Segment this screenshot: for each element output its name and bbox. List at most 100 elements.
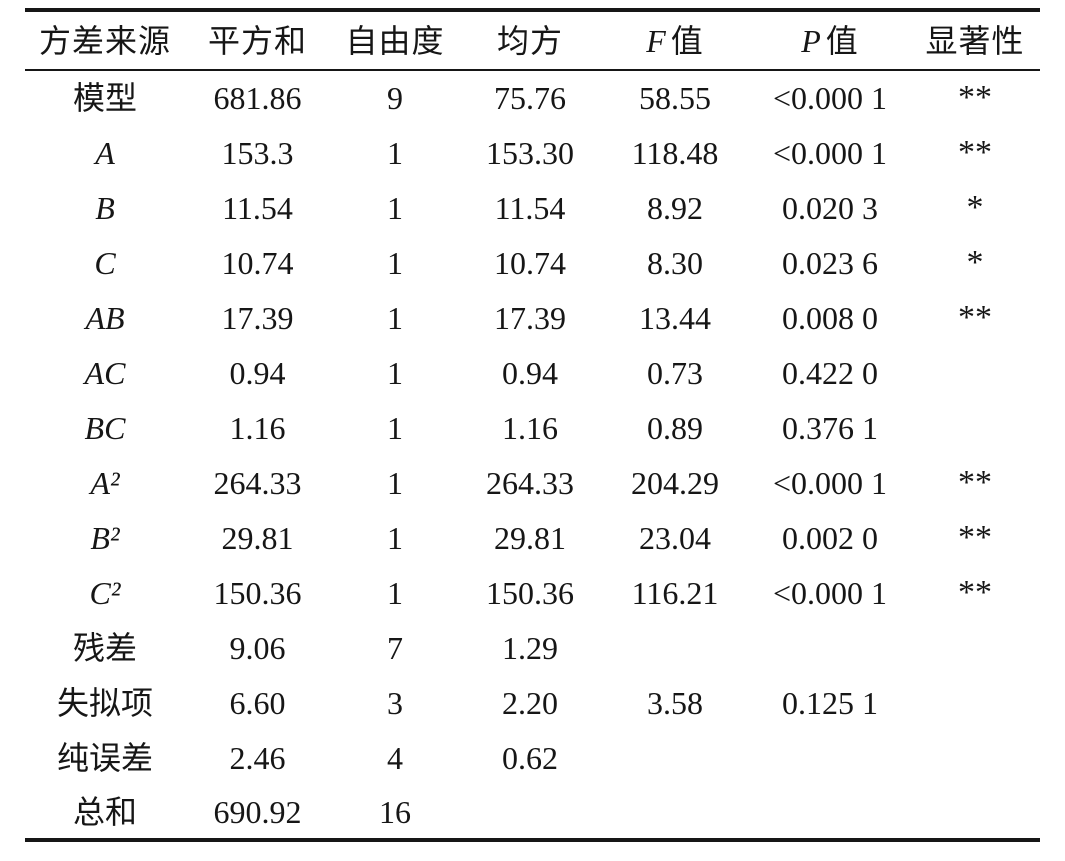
row-source-label: A: [95, 134, 115, 171]
mean-square-cell: 10.74: [494, 244, 566, 281]
row-source-label: B²: [90, 519, 120, 556]
f-value-cell: [600, 785, 750, 840]
row-source-label: 模型: [72, 80, 137, 116]
sum-of-squares-cell: 6.60: [229, 684, 286, 721]
df-cell: 7: [387, 629, 403, 666]
table-body: 模型 681.86 9 75.76 58.55 <0.000 1 ** A 15…: [25, 70, 1040, 840]
sum-of-squares-cell: 690.92: [213, 793, 302, 830]
df-cell: 1: [387, 574, 403, 611]
p-value-cell: <0.000 1: [772, 80, 888, 116]
mean-square-cell: 29.81: [494, 519, 566, 556]
df-cell: 9: [387, 80, 403, 116]
table-row-total: 总和 690.92 16: [25, 785, 1040, 840]
p-value-cell: [750, 785, 910, 840]
significance-cell: **: [958, 298, 992, 336]
sum-of-squares-cell: 17.39: [221, 299, 294, 336]
df-cell: 3: [387, 684, 403, 721]
significance-cell: [910, 345, 1040, 400]
p-value-cell: 0.422 0: [782, 354, 878, 391]
f-value-cell: 0.89: [647, 409, 703, 446]
df-cell: 1: [387, 409, 403, 446]
f-value-cell: 58.55: [639, 80, 711, 116]
sum-of-squares-cell: 264.33: [213, 464, 302, 501]
f-value-label: 值: [670, 22, 704, 59]
table-row-bc: BC 1.16 1 1.16 0.89 0.376 1: [25, 400, 1040, 455]
mean-square-cell: 1.29: [502, 629, 558, 666]
f-value-cell: 116.21: [631, 574, 719, 611]
significance-cell: **: [958, 463, 992, 501]
column-header-degrees-of-freedom: 自由度: [330, 10, 460, 71]
significance-cell: [910, 730, 1040, 785]
table-row-c: C 10.74 1 10.74 8.30 0.023 6 *: [25, 235, 1040, 290]
p-value-cell: [750, 730, 910, 785]
mean-square-cell: 150.36: [486, 574, 574, 611]
df-cell: 4: [387, 739, 403, 776]
table-row-b-squared: B² 29.81 1 29.81 23.04 0.002 0 **: [25, 510, 1040, 565]
table-row-pure-error: 纯误差 2.46 4 0.62: [25, 730, 1040, 785]
df-cell: 16: [379, 793, 411, 830]
f-value-cell: 3.58: [647, 684, 703, 721]
table-row-residual: 残差 9.06 7 1.29: [25, 620, 1040, 675]
sum-of-squares-cell: 11.54: [222, 189, 293, 226]
row-source-label: BC: [84, 409, 126, 446]
df-cell: 1: [387, 299, 403, 336]
p-value-label: 值: [825, 22, 859, 59]
sum-of-squares-cell: 10.74: [221, 244, 294, 281]
sum-of-squares-cell: 150.36: [213, 574, 302, 611]
column-header-source: 方差来源: [25, 10, 185, 71]
f-value-cell: 0.73: [647, 354, 703, 391]
row-source-label: 失拟项: [56, 684, 153, 721]
row-source-label: B: [95, 189, 115, 226]
table-row-model: 模型 681.86 9 75.76 58.55 <0.000 1 **: [25, 70, 1040, 125]
significance-cell: [910, 675, 1040, 730]
sum-of-squares-cell: 153.3: [221, 134, 294, 171]
row-source-label: 总和: [72, 793, 137, 830]
p-value-cell: 0.002 0: [782, 519, 878, 556]
f-value-cell: 8.30: [647, 244, 703, 281]
significance-cell: [910, 620, 1040, 675]
mean-square-cell: 17.39: [494, 299, 566, 336]
df-cell: 1: [387, 189, 403, 226]
sum-of-squares-cell: 1.16: [229, 409, 286, 446]
f-value-cell: [600, 620, 750, 675]
df-cell: 1: [387, 519, 403, 556]
significance-cell: **: [958, 79, 992, 116]
significance-cell: **: [958, 518, 992, 556]
column-header-mean-square: 均方: [460, 10, 600, 71]
table-row-lack-of-fit: 失拟项 6.60 3 2.20 3.58 0.125 1: [25, 675, 1040, 730]
sum-of-squares-cell: 9.06: [229, 629, 286, 666]
f-value-cell: 13.44: [639, 299, 711, 336]
mean-square-cell: 11.54: [494, 189, 566, 226]
f-symbol: F: [646, 22, 666, 59]
significance-cell: [910, 400, 1040, 455]
f-value-cell: [600, 730, 750, 785]
significance-cell: **: [958, 573, 992, 611]
df-cell: 1: [387, 464, 403, 501]
significance-cell: *: [966, 243, 984, 281]
mean-square-cell: 0.94: [502, 354, 558, 391]
significance-cell: **: [958, 133, 992, 171]
significance-cell: *: [966, 188, 984, 226]
f-value-cell: 23.04: [639, 519, 711, 556]
significance-cell: [910, 785, 1040, 840]
sum-of-squares-cell: 2.46: [229, 739, 286, 776]
df-cell: 1: [387, 244, 403, 281]
p-value-cell: 0.020 3: [782, 189, 878, 226]
p-value-cell: <0.000 1: [772, 464, 888, 501]
f-value-cell: 204.29: [631, 464, 719, 501]
sum-of-squares-cell: 0.94: [229, 354, 286, 391]
mean-square-cell: [460, 785, 600, 840]
table-row-b: B 11.54 1 11.54 8.92 0.020 3 *: [25, 180, 1040, 235]
table-row-ab: AB 17.39 1 17.39 13.44 0.008 0 **: [25, 290, 1040, 345]
p-value-cell: [750, 620, 910, 675]
p-value-cell: 0.023 6: [782, 244, 878, 281]
row-source-label: 残差: [72, 629, 137, 666]
table-row-c-squared: C² 150.36 1 150.36 116.21 <0.000 1 **: [25, 565, 1040, 620]
sum-of-squares-cell: 29.81: [221, 519, 294, 556]
mean-square-cell: 2.20: [502, 684, 558, 721]
